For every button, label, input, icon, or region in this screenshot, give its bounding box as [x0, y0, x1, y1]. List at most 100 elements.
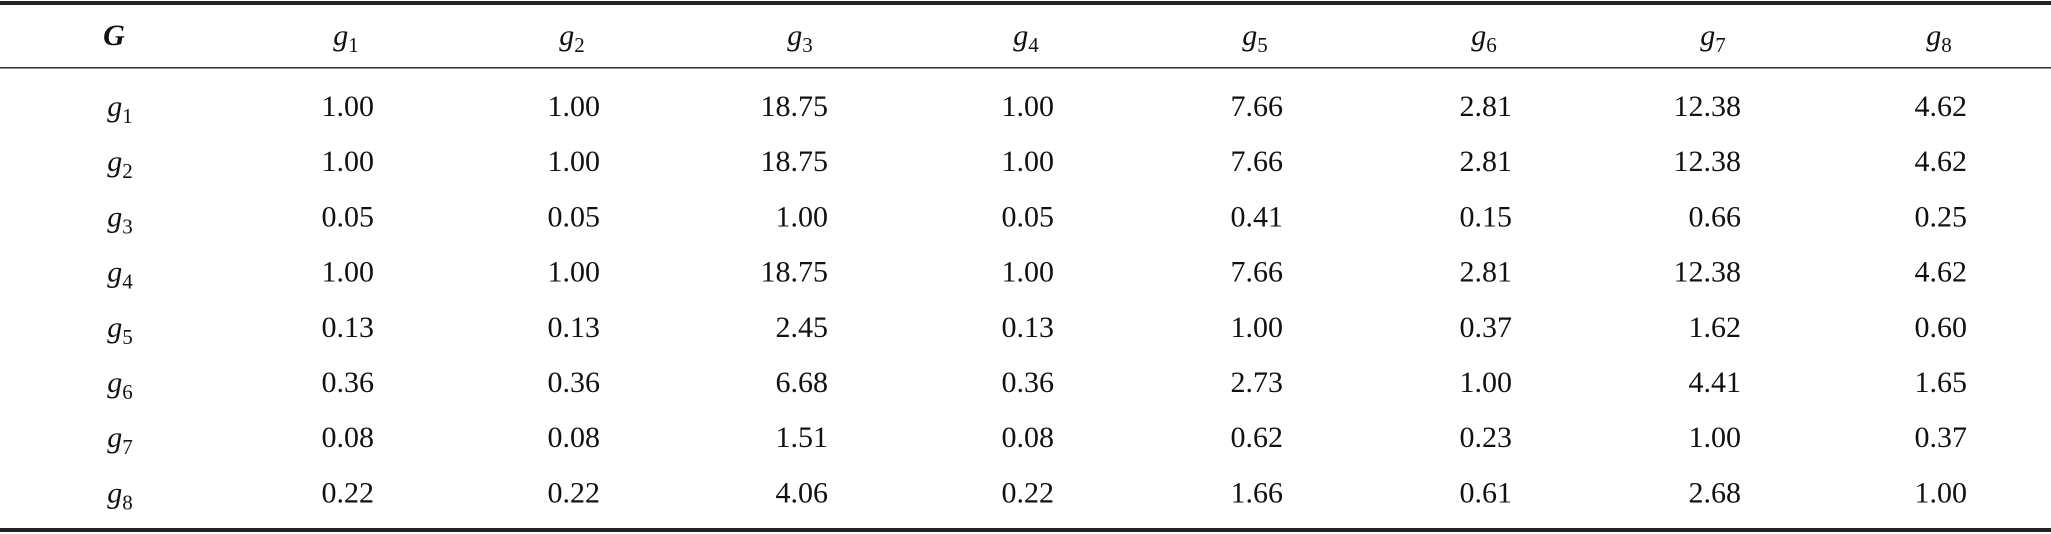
- cell: 0.22: [322, 476, 375, 509]
- cell: 0.13: [322, 311, 375, 344]
- cell: 0.25: [1915, 200, 1968, 233]
- header-cell: g1: [333, 19, 359, 57]
- cell: 0.05: [322, 200, 375, 233]
- row-label: g8: [107, 476, 133, 514]
- header-cell: g2: [559, 19, 585, 57]
- cell: 4.62: [1915, 256, 1968, 289]
- cell: 1.00: [1915, 476, 1968, 509]
- symbol-letter: g: [107, 90, 122, 123]
- symbol-letter: g: [1242, 19, 1257, 52]
- symbol-subscript: 4: [122, 270, 133, 294]
- cell: 0.08: [1002, 421, 1055, 454]
- cell: 2.68: [1689, 476, 1742, 509]
- header-cell: g5: [1242, 19, 1268, 57]
- header-rule: [0, 67, 2051, 69]
- cell: 18.75: [761, 145, 829, 178]
- cell: 4.62: [1915, 90, 1968, 123]
- cell: 7.66: [1231, 90, 1284, 123]
- cell: 1.00: [1460, 366, 1513, 399]
- row-label: g7: [107, 421, 133, 459]
- row-label: g4: [107, 256, 133, 294]
- symbol-letter: G: [103, 19, 125, 52]
- symbol-letter: g: [1926, 19, 1941, 52]
- cell: 12.38: [1674, 256, 1742, 289]
- cell: 1.00: [1002, 256, 1055, 289]
- cell: 4.62: [1915, 145, 1968, 178]
- header-cell: G: [103, 19, 125, 52]
- row-label: g3: [107, 200, 133, 238]
- symbol-letter: g: [107, 476, 122, 509]
- row-label: g5: [107, 311, 133, 349]
- header-cell: g3: [787, 19, 813, 57]
- symbol-letter: g: [107, 311, 122, 344]
- cell: 0.66: [1689, 200, 1742, 233]
- symbol-subscript: 6: [122, 380, 133, 404]
- symbol-subscript: 7: [122, 435, 133, 459]
- symbol-letter: g: [333, 19, 348, 52]
- symbol-letter: g: [107, 200, 122, 233]
- cell: 1.62: [1689, 311, 1742, 344]
- cell: 1.66: [1231, 476, 1284, 509]
- cell: 1.00: [1002, 145, 1055, 178]
- symbol-subscript: 2: [574, 33, 585, 57]
- symbol-subscript: 8: [1941, 33, 1952, 57]
- cell: 1.00: [322, 145, 375, 178]
- cell: 0.13: [548, 311, 601, 344]
- cell: 1.00: [548, 90, 601, 123]
- symbol-letter: g: [1700, 19, 1715, 52]
- cell: 0.36: [322, 366, 375, 399]
- symbol-subscript: 2: [122, 159, 133, 183]
- symbol-subscript: 6: [1486, 33, 1497, 57]
- symbol-letter: g: [1471, 19, 1486, 52]
- header-cell: g4: [1013, 19, 1039, 57]
- cell: 12.38: [1674, 145, 1742, 178]
- cell: 1.00: [1231, 311, 1284, 344]
- symbol-letter: g: [107, 366, 122, 399]
- cell: 0.08: [548, 421, 601, 454]
- cell: 18.75: [761, 90, 829, 123]
- cell: 0.05: [1002, 200, 1055, 233]
- row-label: g2: [107, 145, 133, 183]
- cell: 4.06: [776, 476, 829, 509]
- row-label: g6: [107, 366, 133, 404]
- cell: 6.68: [776, 366, 829, 399]
- symbol-letter: g: [107, 256, 122, 289]
- header-cell: g7: [1700, 19, 1726, 57]
- cell: 1.00: [548, 256, 601, 289]
- cell: 0.41: [1231, 200, 1284, 233]
- cell: 0.13: [1002, 311, 1055, 344]
- cell: 1.51: [776, 421, 829, 454]
- cell: 7.66: [1231, 145, 1284, 178]
- cell: 2.73: [1231, 366, 1284, 399]
- top-rule: [0, 1, 2051, 5]
- cell: 18.75: [761, 256, 829, 289]
- cell: 1.00: [322, 90, 375, 123]
- symbol-subscript: 5: [122, 325, 133, 349]
- symbol-subscript: 7: [1715, 33, 1726, 57]
- cell: 0.08: [322, 421, 375, 454]
- cell: 0.37: [1460, 311, 1513, 344]
- symbol-subscript: 1: [122, 104, 133, 128]
- cell: 2.81: [1460, 145, 1513, 178]
- symbol-letter: g: [107, 145, 122, 178]
- cell: 0.61: [1460, 476, 1513, 509]
- cell: 0.37: [1915, 421, 1968, 454]
- cell: 0.60: [1915, 311, 1968, 344]
- header-cell: g6: [1471, 19, 1497, 57]
- cell: 1.65: [1915, 366, 1968, 399]
- cell: 2.81: [1460, 90, 1513, 123]
- cell: 0.22: [1002, 476, 1055, 509]
- cell: 4.41: [1689, 366, 1742, 399]
- cell: 0.62: [1231, 421, 1284, 454]
- cell: 1.00: [548, 145, 601, 178]
- cell: 1.00: [1002, 90, 1055, 123]
- cell: 2.45: [776, 311, 829, 344]
- cell: 0.36: [1002, 366, 1055, 399]
- symbol-subscript: 8: [122, 490, 133, 514]
- symbol-subscript: 3: [802, 33, 813, 57]
- cell: 2.81: [1460, 256, 1513, 289]
- cell: 1.00: [1689, 421, 1742, 454]
- cell: 0.15: [1460, 200, 1513, 233]
- cell: 12.38: [1674, 90, 1742, 123]
